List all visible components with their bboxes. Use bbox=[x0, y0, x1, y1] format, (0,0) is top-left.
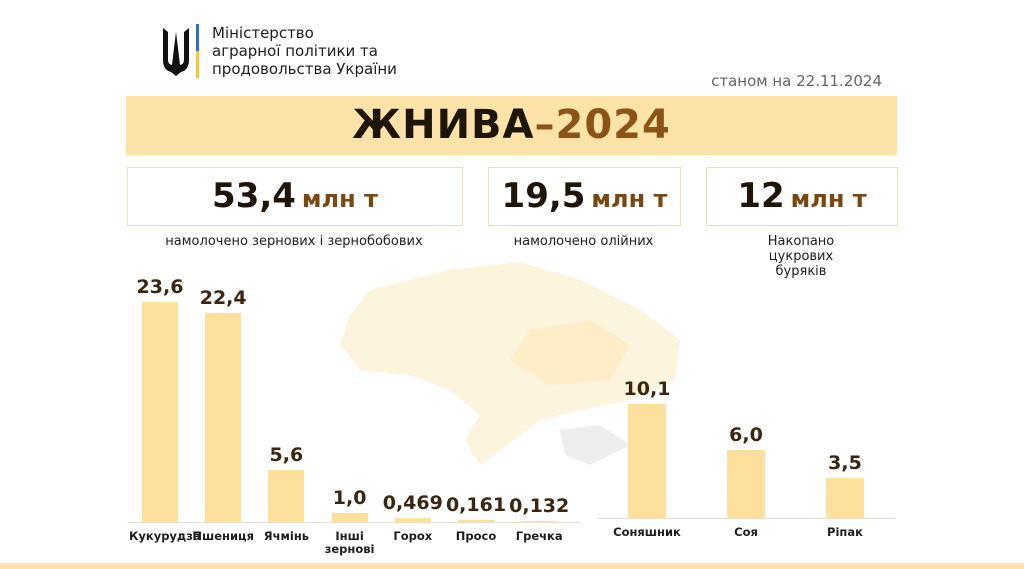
stat-box: 19,5 млн т bbox=[488, 167, 681, 226]
category-label: Пшениця bbox=[192, 529, 254, 543]
bar bbox=[727, 450, 765, 518]
banner-year: –2024 bbox=[534, 102, 671, 148]
category-label: Горох bbox=[393, 529, 433, 543]
bottom-strip bbox=[0, 563, 1024, 569]
bar bbox=[458, 520, 494, 522]
bar bbox=[142, 302, 178, 522]
stat-unit: млн т bbox=[790, 185, 867, 213]
category-label: Кукурудза bbox=[129, 529, 201, 543]
baseline bbox=[597, 518, 895, 519]
value-label: 0,132 bbox=[509, 494, 570, 517]
banner: ЖНИВА–2024 bbox=[126, 96, 897, 155]
ministry-line: продовольства України bbox=[212, 60, 397, 78]
category-label: Соя bbox=[734, 525, 758, 539]
value-label: 0,469 bbox=[382, 491, 443, 514]
bar bbox=[394, 517, 431, 522]
bar bbox=[205, 313, 242, 522]
category-label: Гречка bbox=[515, 529, 563, 543]
banner-word: ЖНИВА bbox=[352, 102, 535, 148]
value-label: 5,6 bbox=[269, 443, 304, 466]
value-label: 0,161 bbox=[445, 494, 507, 517]
ministry-line: Міністерство bbox=[212, 24, 314, 42]
bar bbox=[521, 520, 558, 522]
stat-value: 12 bbox=[737, 176, 785, 216]
category-label: Інші зернові bbox=[324, 529, 375, 556]
stat-caption: намолочено зернових і зернобобових bbox=[165, 234, 423, 249]
stat-unit: млн т bbox=[301, 185, 378, 213]
bar bbox=[268, 469, 305, 522]
stat-unit: млн т bbox=[591, 185, 668, 213]
category-label: Ріпак bbox=[827, 525, 863, 539]
category-label: Просо bbox=[455, 529, 497, 543]
date: станом на 22.11.2024 bbox=[711, 72, 882, 90]
stat-caption: намолочено олійних bbox=[513, 234, 654, 249]
bar bbox=[826, 478, 864, 518]
stat-caption: Накопано цукрових буряків bbox=[767, 234, 835, 279]
ministry-line: аграрної політики та bbox=[212, 42, 378, 60]
baseline bbox=[128, 522, 580, 523]
category-label: Соняшник bbox=[613, 525, 681, 539]
emblem bbox=[163, 24, 199, 78]
stat-value: 53,4 bbox=[212, 176, 296, 216]
stat-value: 19,5 bbox=[501, 176, 586, 216]
value-label: 10,1 bbox=[623, 377, 671, 400]
category-label: Ячмінь bbox=[263, 529, 310, 543]
stat-box: 12 млн т bbox=[706, 167, 898, 226]
bar bbox=[628, 403, 666, 518]
value-label: 6,0 bbox=[729, 424, 763, 446]
map-background bbox=[340, 262, 680, 465]
ministry-name: Міністерство аграрної політики та продов… bbox=[212, 24, 397, 78]
stat-box: 53,4 млн т bbox=[127, 167, 463, 226]
value-label: 3,5 bbox=[828, 452, 862, 475]
value-label: 23,6 bbox=[136, 276, 184, 299]
bar bbox=[331, 512, 368, 522]
value-label: 22,4 bbox=[199, 287, 247, 310]
value-label: 1,0 bbox=[332, 486, 367, 509]
